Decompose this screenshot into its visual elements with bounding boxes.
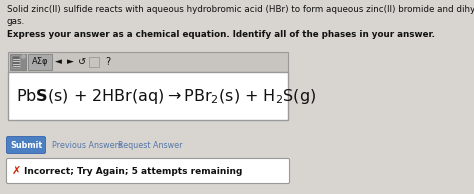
Text: ✗: ✗ <box>11 166 21 176</box>
Text: Pb$\mathbf{S}$(s) + 2HBr(aq)$\rightarrow$PBr$_2$(s) + H$_2$S(g): Pb$\mathbf{S}$(s) + 2HBr(aq)$\rightarrow… <box>16 87 316 106</box>
Text: Express your answer as a chemical equation. Identify all of the phases in your a: Express your answer as a chemical equati… <box>7 30 435 39</box>
FancyBboxPatch shape <box>10 54 26 70</box>
FancyBboxPatch shape <box>28 54 52 70</box>
Text: ◄: ◄ <box>55 57 62 67</box>
FancyBboxPatch shape <box>12 56 20 68</box>
FancyBboxPatch shape <box>7 137 46 153</box>
Text: Submit: Submit <box>10 140 42 150</box>
Text: ►: ► <box>66 57 73 67</box>
FancyBboxPatch shape <box>8 52 288 72</box>
Text: AΣφ: AΣφ <box>32 57 48 67</box>
FancyBboxPatch shape <box>8 72 288 120</box>
Text: Request Answer: Request Answer <box>118 140 182 150</box>
FancyBboxPatch shape <box>89 57 99 67</box>
Text: Previous Answers: Previous Answers <box>52 140 122 150</box>
FancyBboxPatch shape <box>7 158 290 184</box>
Text: Solid zinc(II) sulfide reacts with aqueous hydrobromic acid (HBr) to form aqueou: Solid zinc(II) sulfide reacts with aqueo… <box>7 5 474 26</box>
Text: ↺: ↺ <box>78 57 86 67</box>
Text: ?: ? <box>105 57 110 67</box>
Text: Incorrect; Try Again; 5 attempts remaining: Incorrect; Try Again; 5 attempts remaini… <box>24 166 242 176</box>
